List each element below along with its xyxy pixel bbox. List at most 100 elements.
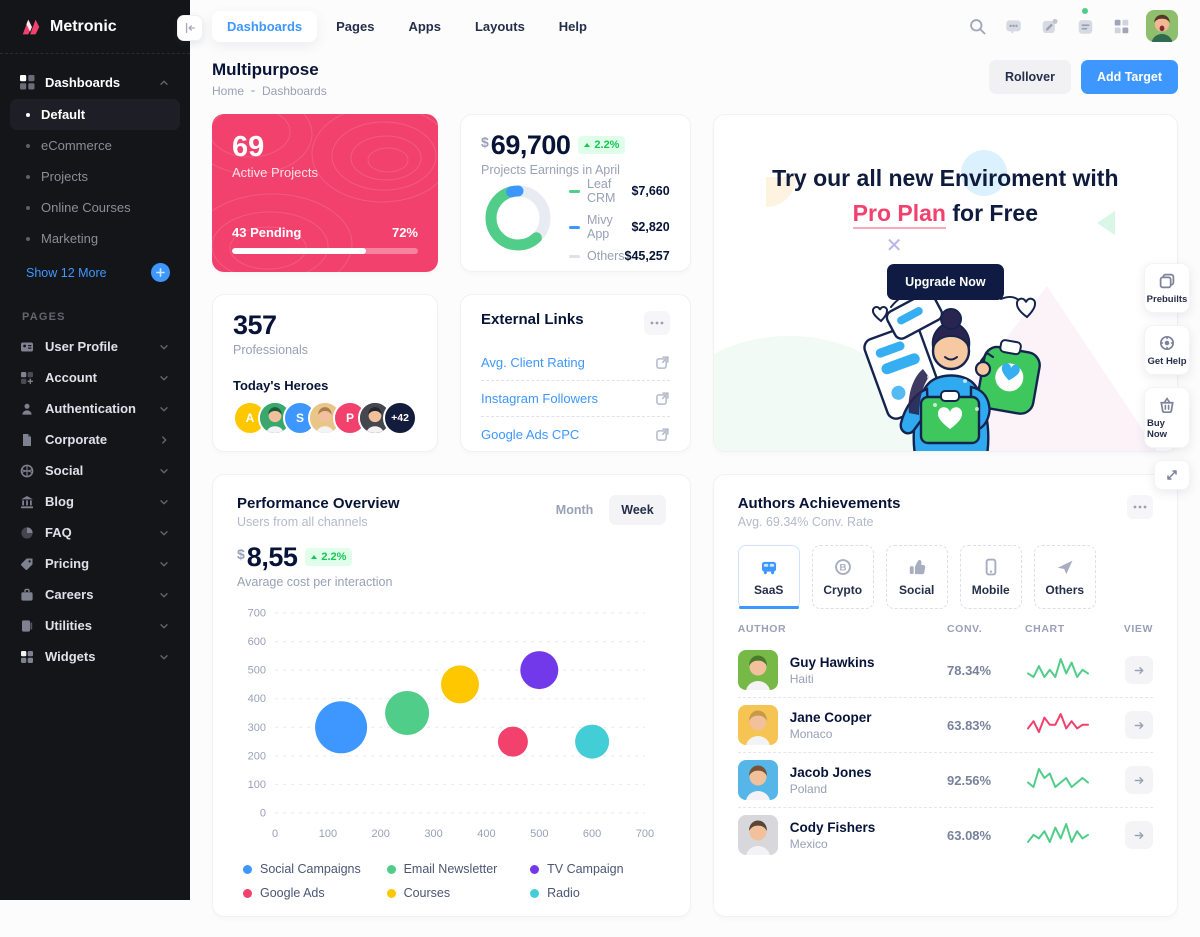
toggle-week[interactable]: Week xyxy=(609,495,666,525)
sidebar-item-projects[interactable]: Projects xyxy=(10,161,180,192)
sidebar-item-blog[interactable]: Blog xyxy=(10,486,180,517)
author-name[interactable]: Guy Hawkins xyxy=(789,654,875,670)
dashboards-submenu: Default eCommerce Projects Online Courses Ma… xyxy=(10,99,180,254)
legend-label: Radio xyxy=(547,886,580,901)
chevron-down-icon xyxy=(158,403,170,415)
heroes-avatar-stack: A S P +42 xyxy=(233,401,417,435)
sidebar-item-label: Authentication xyxy=(45,401,136,416)
breadcrumb-item[interactable]: Dashboards xyxy=(262,84,327,98)
external-link-icon[interactable] xyxy=(655,355,670,370)
trend-sparkline xyxy=(1025,766,1111,795)
nav-tab-help[interactable]: Help xyxy=(558,18,587,34)
category-tab-social[interactable]: Social xyxy=(885,545,948,609)
add-target-button[interactable]: Add Target xyxy=(1080,60,1178,94)
search-icon[interactable] xyxy=(962,11,992,41)
svg-text:600: 600 xyxy=(583,828,601,840)
like-icon xyxy=(908,558,926,576)
category-tab-label: Others xyxy=(1045,582,1085,597)
sidebar-item-social[interactable]: Social xyxy=(10,455,180,486)
buy-now-button[interactable]: Buy Now xyxy=(1144,387,1190,448)
author-cell: Jacob Jones Poland xyxy=(737,760,941,800)
chevron-down-icon xyxy=(158,620,170,632)
sidebar-item-marketing[interactable]: Marketing xyxy=(10,223,180,254)
author-country: Poland xyxy=(789,781,828,796)
card-options-button[interactable] xyxy=(643,311,670,335)
sidebar-item-faq[interactable]: FAQ xyxy=(10,517,180,548)
sidebar-item-widgets[interactable]: Widgets xyxy=(10,641,180,672)
apps-grid-icon[interactable] xyxy=(1106,11,1136,41)
view-author-button[interactable] xyxy=(1125,656,1153,684)
get-help-button[interactable]: Get Help xyxy=(1144,325,1190,375)
tasks-icon[interactable] xyxy=(1070,8,1100,41)
widgets-icon xyxy=(20,650,34,664)
author-avatar xyxy=(737,760,778,800)
notifications-icon[interactable] xyxy=(1034,11,1064,41)
pages-section-label: PAGES xyxy=(22,311,66,323)
upgrade-now-button[interactable]: Upgrade Now xyxy=(887,264,1004,300)
nav-tab-pages[interactable]: Pages xyxy=(336,18,375,34)
sidebar-item-utilities[interactable]: Utilities xyxy=(10,610,180,641)
category-tab-crypto[interactable]: B Crypto xyxy=(811,545,874,609)
nav-tab-apps[interactable]: Apps xyxy=(408,18,441,34)
category-tab-others[interactable]: Others xyxy=(1033,545,1096,609)
breadcrumb-item[interactable]: Home xyxy=(212,84,245,98)
sidebar-item-pricing[interactable]: Pricing xyxy=(10,548,180,579)
category-tab-saas[interactable]: SaaS xyxy=(737,545,800,609)
pending-label: 43 Pending xyxy=(232,225,302,240)
more-users-badge[interactable]: +42 xyxy=(383,401,417,435)
external-link[interactable]: Google Ads CPC xyxy=(481,427,580,442)
bullet-icon xyxy=(26,236,30,241)
author-name[interactable]: Cody Fishers xyxy=(789,819,876,835)
sidebar-item-online-courses[interactable]: Online Courses xyxy=(10,192,180,223)
rollover-button[interactable]: Rollover xyxy=(988,60,1071,94)
author-country: Mexico xyxy=(789,836,828,851)
sidebar-item-ecommerce[interactable]: eCommerce xyxy=(10,130,180,161)
hero-avatar[interactable] xyxy=(358,401,392,435)
view-author-button[interactable] xyxy=(1125,711,1153,739)
prebuilts-button[interactable]: Prebuilts xyxy=(1144,263,1190,313)
dashboards-grid-icon xyxy=(20,75,35,90)
author-avatar xyxy=(737,650,778,690)
chat-icon[interactable] xyxy=(998,11,1028,41)
legend-color-swatch xyxy=(243,888,252,898)
sidebar-item-account[interactable]: Account xyxy=(10,362,180,393)
sidebar-collapse-button[interactable] xyxy=(177,15,203,41)
card-options-button[interactable] xyxy=(1127,495,1153,519)
external-links-title: External Links xyxy=(481,311,584,328)
author-name[interactable]: Jane Cooper xyxy=(789,709,872,725)
view-author-button[interactable] xyxy=(1125,766,1153,794)
currency-symbol: $ xyxy=(481,134,489,150)
user-avatar[interactable] xyxy=(1146,10,1178,42)
column-header: CHART xyxy=(1025,623,1065,635)
category-tab-mobile[interactable]: Mobile xyxy=(959,545,1022,609)
conversion-value: 63.08% xyxy=(947,827,992,843)
external-link-icon[interactable] xyxy=(655,427,670,442)
author-name[interactable]: Jacob Jones xyxy=(789,764,872,780)
nav-tab-layouts[interactable]: Layouts xyxy=(474,18,525,34)
rail-collapse-button[interactable] xyxy=(1154,460,1190,490)
legend-label: Leaf CRM xyxy=(587,177,616,206)
show-more-link[interactable]: Show 12 More xyxy=(26,265,107,280)
toggle-month[interactable]: Month xyxy=(544,495,605,525)
sidebar-section-dashboards[interactable]: Dashboards xyxy=(10,66,180,99)
sparkline-chart xyxy=(1027,657,1089,678)
external-link-icon[interactable] xyxy=(655,391,670,406)
sidebar-item-corporate[interactable]: Corporate xyxy=(10,424,180,455)
social-icon xyxy=(20,464,34,478)
legend-label: Social Campaigns xyxy=(260,862,361,877)
trend-up-icon xyxy=(311,555,318,559)
sidebar-item-user-profile[interactable]: User Profile xyxy=(10,331,180,362)
external-link[interactable]: Instagram Followers xyxy=(481,391,599,406)
logo[interactable]: Metronic xyxy=(0,0,190,54)
external-link[interactable]: Avg. Client Rating xyxy=(481,355,585,370)
sidebar-item-label: Marketing xyxy=(41,231,99,246)
view-author-button[interactable] xyxy=(1125,821,1153,849)
add-dashboard-button[interactable] xyxy=(151,263,170,282)
nav-tab-dashboards[interactable]: Dashboards xyxy=(212,10,318,42)
sidebar-item-label: Widgets xyxy=(45,649,96,664)
sidebar-item-authentication[interactable]: Authentication xyxy=(10,393,180,424)
sidebar-item-default[interactable]: Default xyxy=(10,99,180,130)
svg-text:300: 300 xyxy=(424,828,442,840)
earnings-card: $ 69,700 2.2% Projects Earnings in April… xyxy=(460,114,691,272)
sidebar-item-careers[interactable]: Careers xyxy=(10,579,180,610)
